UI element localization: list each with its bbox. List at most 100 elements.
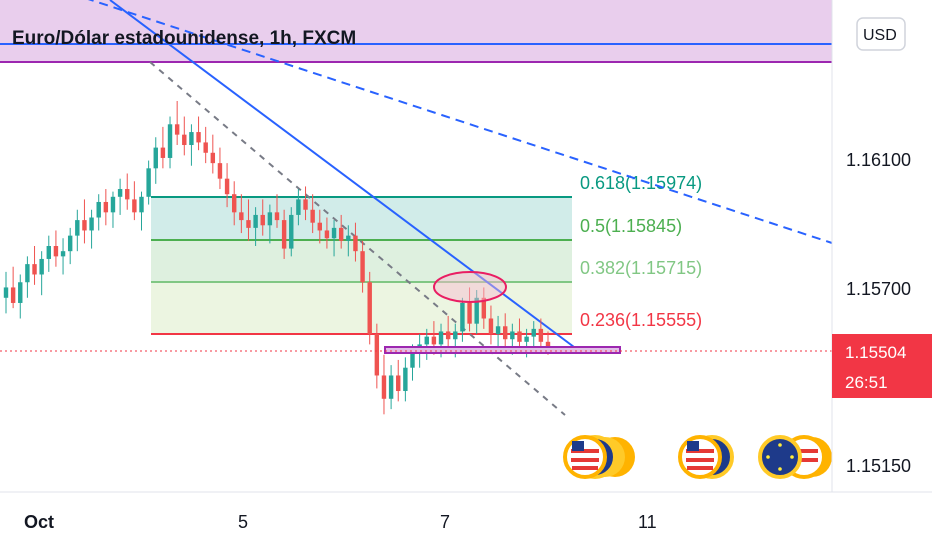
candle-body [224,178,230,195]
us-flag-stripes [686,449,714,453]
candle-body [146,168,151,197]
support-zone[interactable] [384,346,621,354]
economic-events[interactable] [563,435,832,479]
candle-body [139,196,144,213]
eu-star-icon [766,455,770,459]
candle-body [474,297,479,324]
candle-body [438,331,444,345]
highlight-ellipse[interactable] [433,271,507,303]
candle-body [246,220,251,228]
event-group-2[interactable] [678,435,734,479]
candle-body [374,334,380,376]
candle-body [25,264,30,283]
candle-body [531,328,536,337]
x-tick-label: 5 [238,512,248,532]
fib-band-1 [151,197,572,240]
candle-body [210,152,216,164]
fib-band-3 [151,282,572,334]
currency-button-box[interactable] [856,17,906,51]
candle-body [317,222,323,231]
fibonacci-retracement[interactable]: 0.618(1.15974) 0.5(1.15845) 0.382(1.1571… [151,173,702,335]
us-flag-stripes [686,458,714,462]
candle-body [431,336,437,345]
eu-star-icon [778,443,782,447]
us-flag-icon [678,435,722,479]
currency-button-label[interactable]: USD [863,27,897,44]
candle-body [231,194,237,213]
x-tick-label: 7 [440,512,450,532]
candle-body [132,199,137,213]
candle-body [239,212,244,221]
candle-body [167,124,173,158]
fib-label-0382: 0.382(1.15715) [580,258,702,278]
us-flag-stripes [792,458,818,462]
price-tag-box [832,334,932,398]
us-flag-canton [572,441,584,451]
candle-body [117,189,123,197]
candle-body [96,201,101,218]
us-flag-stripes [687,466,713,470]
eu-star-icon [790,455,794,459]
price-tag-countdown: 26:51 [845,373,888,392]
candle-body [510,331,515,340]
trendline-main[interactable] [109,0,579,351]
candle-body [82,220,87,231]
candle-body [346,235,351,241]
candle-body [502,326,508,340]
fib-label-05: 0.5(1.15845) [580,216,682,236]
price-scale[interactable] [832,0,932,492]
chart-title: Euro/Dólar estadounidense, 1h, FXCM [12,28,356,49]
candle-body [281,220,287,249]
x-tick-label: 11 [638,512,657,532]
us-flag-stripes [571,449,599,453]
candle-body [110,196,116,213]
candle-body [60,251,66,257]
candle-body [453,331,458,340]
candle-body [460,302,465,332]
candle-body [203,142,208,153]
fib-label-0618: 0.618(1.15974) [580,173,702,193]
candle-body [253,214,258,228]
candle-body [125,189,130,200]
candle-body [481,297,487,319]
candle-body [46,246,52,259]
candle-body [260,214,265,226]
y-tick-label: 1.15150 [846,456,911,476]
candle-body [296,199,301,215]
event-group-3[interactable] [758,435,832,479]
candle-body [538,328,544,342]
us-flag-icon [563,435,607,479]
candle-body [381,375,387,399]
candle-body [189,132,194,146]
candle-body [103,201,109,213]
candle-body [303,199,308,210]
eu-flag-icon [758,435,802,479]
candle-body [89,217,94,231]
candle-body [39,258,44,275]
currency-button[interactable]: USD [856,17,906,51]
y-tick-label: 1.16100 [846,150,911,170]
candle-body [289,214,294,249]
candle-body [174,124,180,135]
candle-body [310,209,315,223]
candle-body [160,147,166,158]
candle-body [67,235,73,252]
y-tick-label: 1.15700 [846,279,911,299]
candle-body [338,227,344,241]
candle-body [3,287,9,298]
candle-body [524,336,529,342]
candlestick-series [3,100,551,415]
eu-star-icon [778,467,782,471]
candle-body [403,367,408,392]
candle-body [32,264,37,275]
event-group-1[interactable] [563,435,635,479]
trendline-dashed-upper[interactable] [85,0,833,244]
candle-body [360,251,365,283]
candle-body [367,282,372,335]
candle-body [217,163,223,179]
candle-body [424,336,429,345]
candle-body [467,302,472,324]
resistance-zone [0,0,832,62]
us-flag-stripes [572,466,598,470]
